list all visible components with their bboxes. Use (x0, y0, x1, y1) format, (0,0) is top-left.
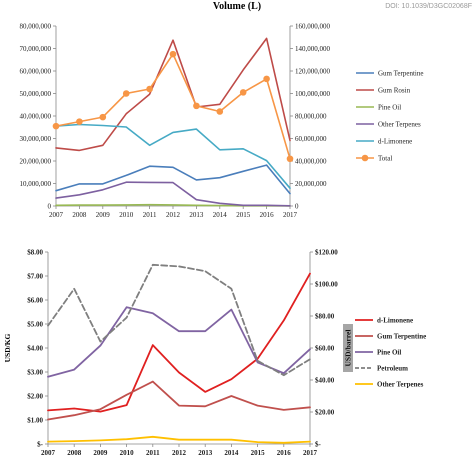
y-left-tick-label: $5.00 (27, 321, 43, 329)
series-line-d-limonene (47, 272, 311, 413)
x-tick-label: 2013 (189, 211, 204, 219)
legend-label-petroleum: Petroleum (377, 365, 408, 373)
x-tick-label: 2015 (251, 449, 266, 457)
doi-label: DOI: 10.1039/D3GC02068F (385, 3, 472, 10)
series-line-pine-oil (47, 306, 311, 378)
x-tick-label: 2009 (93, 449, 108, 457)
series-line-petroleum (47, 263, 311, 377)
y-left-tick-label: $3.00 (27, 369, 43, 377)
y-left-tick-label: $- (37, 441, 44, 449)
y-right-axis-label-box (343, 324, 353, 372)
series-line-other-terpenes (55, 181, 291, 207)
y-left-tick-label: 30,000,000 (20, 135, 52, 143)
y-right-tick-label: 60,000,000 (295, 135, 327, 143)
y-right-tick-label: 140,000,000 (295, 45, 331, 53)
y-right-axis-label: USD/barrel (344, 330, 353, 367)
x-tick-label: 2007 (41, 449, 56, 457)
data-point-total (263, 75, 270, 83)
y-right-tick-label: $120.00 (315, 249, 338, 257)
series-line-gum-rosin (55, 37, 291, 152)
x-tick-label: 2017 (283, 211, 298, 219)
y-right-tick-label: 40,000,000 (295, 158, 327, 166)
series-line-other-terpenes (47, 435, 311, 444)
series-line-d-limonene (55, 123, 291, 189)
y-left-tick-label: 70,000,000 (20, 45, 52, 53)
y-right-tick-label: 100,000,000 (295, 90, 331, 98)
y-right-tick-label: $40.00 (315, 377, 335, 385)
x-tick-label: 2009 (96, 211, 111, 219)
x-tick-label: 2017 (303, 449, 318, 457)
legend-label-d-limonene: d-Limonene (378, 138, 412, 146)
data-point-total (76, 118, 83, 125)
x-tick-label: 2013 (198, 449, 213, 457)
y-right-tick-label: 160,000,000 (295, 23, 331, 31)
legend-label-other-terpenes: Other Terpenes (378, 121, 421, 129)
data-point-total (122, 90, 130, 97)
data-point-total (52, 122, 60, 130)
y-right-tick-label: $80.00 (315, 313, 335, 321)
y-right-tick-label: $- (315, 441, 322, 449)
x-tick-label: 2014 (213, 211, 228, 219)
x-tick-label: 2008 (67, 449, 82, 457)
top-chart-title: Volume (L) (213, 1, 261, 12)
y-right-tick-label: $100.00 (315, 281, 338, 289)
series-line-gum-terpentine (55, 164, 291, 195)
x-tick-label: 2011 (143, 211, 157, 219)
y-left-tick-label: 80,000,000 (20, 23, 52, 31)
x-tick-label: 2015 (236, 211, 251, 219)
x-tick-label: 2012 (172, 449, 187, 457)
y-left-tick-label: 50,000,000 (20, 90, 52, 98)
data-point-total (146, 85, 153, 93)
data-point-total (99, 113, 107, 121)
x-tick-label: 2016 (260, 211, 275, 219)
y-left-tick-label: 20,000,000 (20, 158, 52, 166)
x-tick-label: 2011 (146, 449, 160, 457)
legend-label-d-limonene: d-Limonene (377, 317, 413, 325)
y-left-tick-label: 40,000,000 (20, 113, 52, 121)
y-left-tick-label: $1.00 (27, 417, 43, 425)
x-tick-label: 2014 (224, 449, 239, 457)
y-right-tick-label: $60.00 (315, 345, 335, 353)
data-point-total (286, 155, 294, 163)
y-left-axis-label: USD/KG (3, 333, 12, 362)
y-left-tick-label: $4.00 (27, 345, 43, 353)
y-right-tick-label: $20.00 (315, 409, 335, 417)
x-tick-label: 2010 (120, 449, 135, 457)
y-right-tick-label: 20,000,000 (295, 180, 327, 188)
bottom-chart: $- $1.00 $2.00 $3.00 $4.00 $5.00 $6.00 $7.00 $8.… (3, 249, 426, 458)
y-left-tick-label: $7.00 (27, 273, 43, 281)
y-left-tick-label: 60,000,000 (20, 68, 52, 76)
x-tick-label: 2016 (277, 449, 292, 457)
y-left-tick-label: $8.00 (27, 249, 43, 257)
y-left-tick-label: $2.00 (27, 393, 43, 401)
data-point-total (169, 50, 177, 58)
y-left-tick-label: $6.00 (27, 297, 43, 305)
legend-label-pine-oil: Pine Oil (378, 104, 401, 112)
y-right-tick-label: 80,000,000 (295, 113, 327, 121)
series-line-gum-terpentine (47, 380, 311, 421)
data-point-total (193, 102, 200, 110)
x-tick-label: 2007 (49, 211, 64, 219)
legend-label-other-terpenes: Other Terpenes (377, 381, 424, 389)
legend-label-pine-oil: Pine Oil (377, 349, 401, 357)
legend-label-gum-rosin: Gum Rosin (378, 87, 411, 95)
y-right-tick-label: 120,000,000 (295, 68, 331, 76)
legend-label-gum-terpentine: Gum Terpentine (378, 70, 423, 78)
data-point-total (239, 89, 247, 96)
legend-label-gum-terpentine: Gum Terpentine (377, 333, 426, 341)
series-line-total (55, 53, 291, 160)
legend-marker-total (361, 154, 369, 162)
x-tick-label: 2010 (119, 211, 134, 219)
y-right-tick-label: 0 (295, 203, 299, 211)
y-left-tick-label: 10,000,000 (20, 180, 52, 188)
top-chart: 0 10,000,000 20,000,000 30,000,000 40,000,00… (20, 23, 424, 220)
data-point-total (216, 108, 224, 115)
legend-label-total: Total (378, 155, 392, 163)
y-left-tick-label: 0 (48, 203, 52, 211)
x-tick-label: 2008 (72, 211, 87, 219)
x-tick-label: 2012 (166, 211, 181, 219)
